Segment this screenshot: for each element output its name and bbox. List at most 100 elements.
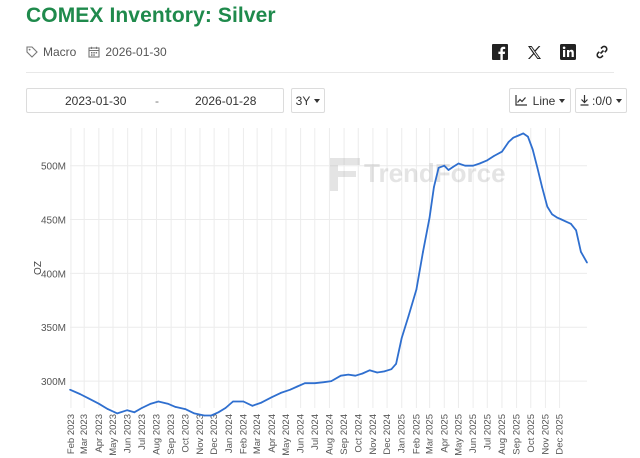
data-point <box>184 408 187 410</box>
facebook-icon[interactable] <box>490 42 510 62</box>
range-select[interactable]: 3Y <box>291 88 325 113</box>
data-point <box>415 288 418 291</box>
data-point <box>575 229 577 232</box>
x-icon[interactable] <box>524 42 544 62</box>
inventory-chart: 300M 350M 400M 450M 500M TrendForce OZ Feb 2023… <box>0 120 640 458</box>
data-point <box>107 408 109 410</box>
x-tick-label: Mar 2023 <box>79 414 90 454</box>
linkedin-icon[interactable] <box>558 42 578 62</box>
data-point <box>279 392 282 394</box>
publish-date: 2026-01-30 <box>88 45 167 59</box>
chevron-down-icon <box>616 98 622 103</box>
x-tick-label: Nov 2024 <box>368 414 379 455</box>
x-tick-label: Jul 2025 <box>482 414 493 450</box>
data-point <box>217 411 220 414</box>
data-point <box>517 134 520 137</box>
download-icon <box>580 95 589 106</box>
data-point <box>330 380 333 382</box>
data-point <box>133 411 136 414</box>
x-tick-label: Dec 2024 <box>382 414 393 455</box>
data-point <box>167 402 169 405</box>
data-point <box>242 400 245 403</box>
start-date-input[interactable]: 2023-01-30 <box>65 94 127 108</box>
x-tick-label: Nov 2023 <box>195 414 206 455</box>
chevron-down-icon <box>559 98 566 103</box>
x-tick-label: Feb 2025 <box>411 414 422 454</box>
link-icon[interactable] <box>592 42 612 62</box>
data-point <box>565 220 568 223</box>
date-separator: - <box>155 94 159 108</box>
x-tick-label: Dec 2025 <box>555 414 566 455</box>
data-point <box>339 374 342 377</box>
data-point <box>443 164 446 167</box>
data-point <box>407 315 410 318</box>
x-tick-label: Feb 2023 <box>66 414 77 454</box>
export-select[interactable]: :0/0 <box>575 88 627 113</box>
data-point <box>527 135 529 138</box>
data-point <box>570 223 572 225</box>
series-line <box>69 132 588 417</box>
data-point <box>512 136 515 139</box>
chart-type-select[interactable]: Line <box>509 88 571 113</box>
data-point <box>98 402 100 405</box>
data-point <box>376 371 378 374</box>
data-point <box>486 159 489 162</box>
end-date-input[interactable]: 2026-01-28 <box>195 94 257 108</box>
data-point <box>260 401 263 404</box>
x-tick-label: Apr 2024 <box>267 414 278 453</box>
data-point <box>560 218 563 221</box>
data-point <box>193 412 196 415</box>
data-point <box>79 393 81 395</box>
data-point <box>224 407 227 409</box>
data-point <box>210 414 213 417</box>
data-point <box>422 251 424 253</box>
data-point <box>437 167 440 169</box>
data-point <box>457 162 460 165</box>
data-point <box>580 251 582 253</box>
data-point <box>368 369 371 372</box>
data-point <box>478 162 481 165</box>
data-point <box>555 216 558 219</box>
data-point <box>447 169 450 171</box>
y-tick-label: 450M <box>41 216 66 227</box>
date-label: 2026-01-30 <box>105 45 167 59</box>
x-tick-label: Jul 2024 <box>310 414 321 450</box>
x-tick-label: Apr 2023 <box>94 414 105 453</box>
data-point <box>296 385 299 388</box>
x-tick-label: Oct 2024 <box>353 414 364 453</box>
header-divider <box>26 72 614 73</box>
data-point <box>433 186 435 189</box>
data-point <box>126 409 128 411</box>
x-tick-label: Oct 2025 <box>526 414 537 453</box>
x-tick-label: Sep 2024 <box>339 414 350 455</box>
category-tag[interactable]: Macro <box>26 45 76 59</box>
data-point <box>501 150 503 153</box>
data-point <box>452 165 455 168</box>
article-meta: Macro 2026-01-30 <box>26 45 179 59</box>
data-point <box>428 216 431 219</box>
x-tick-label: Feb 2024 <box>238 414 249 454</box>
range-select-label: 3Y <box>295 93 311 108</box>
data-point <box>270 396 273 399</box>
data-point <box>87 397 90 400</box>
x-tick-label: Sep 2025 <box>512 414 523 455</box>
category-label: Macro <box>43 45 77 59</box>
data-point <box>203 414 206 417</box>
calendar-icon <box>88 46 100 58</box>
line-chart-icon <box>515 95 527 106</box>
data-point <box>472 164 474 167</box>
x-tick-label: Jun 2023 <box>123 414 134 453</box>
y-tick-label: 400M <box>41 269 66 280</box>
x-tick-label: May 2023 <box>108 414 119 456</box>
data-point <box>69 388 71 391</box>
data-point <box>551 213 553 215</box>
data-point <box>157 400 160 403</box>
x-tick-label: Jan 2024 <box>224 414 235 453</box>
y-tick-label: 500M <box>41 162 66 173</box>
data-point <box>322 381 325 383</box>
x-tick-label: Jul 2023 <box>137 414 148 450</box>
data-point <box>536 167 539 169</box>
data-point <box>251 405 254 407</box>
date-range-picker[interactable]: 2023-01-30 - 2026-01-28 <box>26 88 284 113</box>
